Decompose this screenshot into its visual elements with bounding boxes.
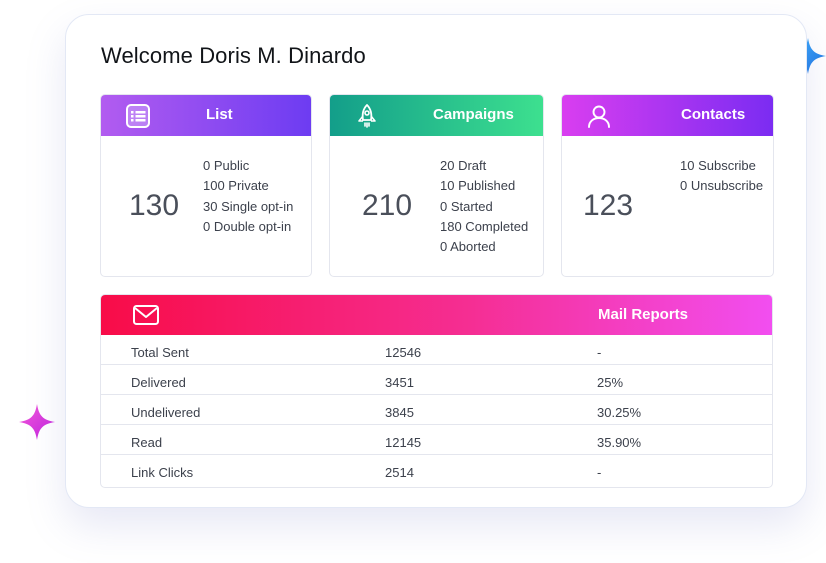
contacts-header: Contacts — [562, 95, 773, 136]
row-label: Undelivered — [131, 405, 201, 420]
mail-reports-title: Mail Reports — [598, 306, 689, 323]
row-value: 12546 — [385, 345, 422, 360]
welcome-heading: Welcome Doris M. Dinardo — [101, 43, 366, 68]
list-detail-item: 100 Private — [203, 178, 269, 194]
campaigns-details: 20 Draft 10 Published 0 Started 180 Comp… — [440, 156, 528, 257]
list-icon — [126, 104, 150, 128]
rocket-icon — [358, 104, 376, 128]
row-percent: - — [597, 345, 602, 360]
list-stat-card[interactable]: List 130 0 Public 100 Private 30 Single … — [100, 94, 312, 277]
row-label: Link Clicks — [131, 465, 194, 480]
list-title: List — [206, 106, 233, 123]
table-row: Read 12145 35.90% — [101, 425, 772, 455]
campaigns-detail-item: 0 Aborted — [440, 239, 496, 255]
table-row: Undelivered 3845 30.25% — [101, 395, 772, 425]
contacts-detail-item: 10 Subscribe — [680, 158, 756, 173]
dashboard-card: Welcome Doris M. Dinardo List 130 0 Publ… — [65, 14, 807, 508]
campaigns-detail-item: 0 Started — [440, 198, 493, 214]
row-percent: 35.90% — [597, 435, 642, 450]
campaigns-count: 210 — [362, 189, 413, 222]
campaigns-stat-card[interactable]: Campaigns 210 20 Draft 10 Published 0 St… — [329, 94, 544, 277]
contacts-count: 123 — [583, 189, 634, 222]
envelope-icon — [133, 305, 159, 325]
row-label: Read — [131, 435, 163, 450]
row-percent: 30.25% — [597, 405, 642, 420]
row-label: Delivered — [131, 375, 186, 390]
row-percent: - — [597, 465, 602, 480]
list-header: List — [101, 95, 311, 136]
campaigns-detail-item: 180 Completed — [440, 218, 529, 234]
row-percent: 25% — [597, 375, 624, 390]
list-detail-item: 0 Public — [203, 158, 250, 173]
row-label: Total Sent — [131, 345, 189, 360]
sparkle-icon — [790, 38, 826, 74]
contacts-title: Contacts — [681, 106, 746, 123]
user-icon — [588, 105, 610, 128]
campaigns-title: Campaigns — [433, 106, 514, 123]
table-row: Delivered 3451 25% — [101, 365, 772, 395]
mail-reports-panel: Mail Reports Total Sent 12546 - Delivere… — [100, 294, 773, 488]
campaigns-detail-item: 20 Draft — [440, 158, 487, 173]
mail-reports-header: Mail Reports — [101, 295, 772, 335]
list-details: 0 Public 100 Private 30 Single opt-in 0 … — [203, 156, 293, 237]
row-value: 12145 — [385, 435, 422, 450]
list-detail-item: 30 Single opt-in — [203, 198, 294, 214]
contacts-details: 10 Subscribe 0 Unsubscribe — [680, 156, 763, 197]
table-row: Total Sent 12546 - — [101, 335, 772, 365]
contacts-stat-card[interactable]: Contacts 123 10 Subscribe 0 Unsubscribe — [561, 94, 774, 277]
row-value: 3845 — [385, 405, 414, 420]
contacts-detail-item: 0 Unsubscribe — [680, 178, 764, 194]
row-value: 2514 — [385, 465, 414, 480]
list-detail-item: 0 Double opt-in — [203, 218, 292, 234]
campaigns-detail-item: 10 Published — [440, 178, 516, 194]
campaigns-header: Campaigns — [330, 95, 543, 136]
row-value: 3451 — [385, 375, 414, 390]
list-count: 130 — [129, 189, 180, 222]
table-row: Link Clicks 2514 - — [101, 455, 772, 484]
sparkle-icon — [19, 404, 55, 440]
